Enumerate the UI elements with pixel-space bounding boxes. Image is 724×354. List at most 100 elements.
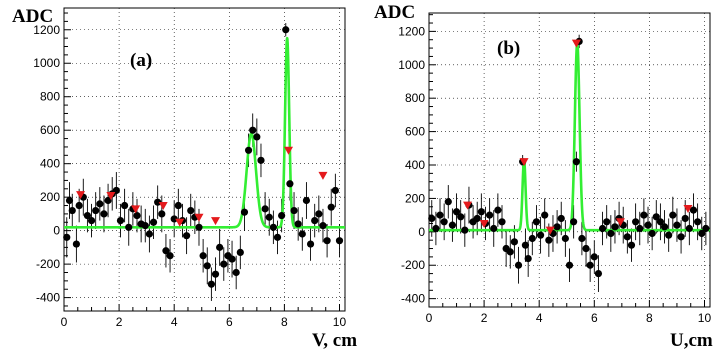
y-tick-label-b: 200	[405, 191, 425, 205]
data-point-b	[623, 233, 631, 241]
red-marker-b	[571, 39, 581, 48]
red-marker-a	[175, 218, 185, 227]
data-point-b	[444, 198, 452, 206]
data-point-a	[141, 222, 149, 230]
data-point-b	[545, 236, 553, 244]
data-point-a	[72, 240, 80, 248]
data-point-a	[75, 201, 83, 210]
y-tick-label-b: 400	[405, 158, 425, 172]
red-marker-a	[194, 213, 204, 222]
y-tick-label-a: 800	[40, 90, 60, 104]
y-tick-label-b: 1000	[398, 58, 425, 72]
data-point-b	[524, 254, 532, 263]
plot-frame-b	[428, 12, 711, 308]
data-point-b	[510, 238, 519, 246]
data-point-b	[578, 234, 586, 243]
data-point-a	[149, 218, 158, 226]
panel-label-a: (a)	[130, 50, 152, 71]
data-point-a	[104, 196, 112, 205]
y-tick-label-a: 1000	[33, 56, 60, 70]
data-point-b	[572, 158, 580, 166]
red-marker-b	[463, 201, 473, 210]
data-point-a	[182, 232, 191, 240]
x-tick-label-a: 0	[61, 315, 68, 329]
data-point-a	[203, 262, 211, 270]
data-point-b	[673, 221, 681, 229]
y-tick-label-a: -400	[36, 291, 60, 305]
data-point-a	[331, 186, 339, 195]
x-tick-label-a: 10	[333, 315, 347, 329]
data-point-b	[452, 208, 461, 216]
data-point-b	[590, 253, 598, 261]
data-point-a	[174, 201, 182, 210]
data-point-a	[145, 230, 154, 238]
red-marker-b	[519, 158, 529, 167]
x-axis-label-a: V, cm	[312, 330, 357, 351]
y-axis-label-a: ADC	[12, 6, 53, 27]
y-tick-label-a: 0	[53, 224, 60, 238]
y-tick-label-b: 800	[405, 91, 425, 105]
data-point-a	[92, 206, 100, 215]
data-point-a	[133, 211, 141, 220]
data-point-a	[273, 233, 282, 241]
data-point-a	[294, 220, 302, 228]
data-point-b	[521, 241, 530, 249]
data-point-a	[327, 203, 335, 211]
y-tick-label-b: 600	[405, 125, 425, 139]
data-point-a	[286, 180, 294, 188]
data-point-b	[681, 214, 689, 223]
data-point-a	[298, 230, 306, 238]
data-point-b	[490, 224, 498, 233]
data-point-b	[644, 221, 652, 229]
data-point-a	[65, 196, 74, 205]
data-point-b	[457, 213, 465, 221]
data-point-a	[116, 217, 125, 225]
data-point-b	[506, 248, 514, 256]
red-marker-a	[131, 205, 141, 214]
data-point-b	[660, 223, 669, 231]
y-tick-label-a: -200	[36, 257, 60, 271]
data-point-a	[257, 156, 265, 164]
data-point-b	[557, 214, 565, 223]
data-point-a	[207, 280, 215, 288]
data-point-a	[306, 240, 315, 248]
data-point-a	[290, 206, 298, 215]
data-point-b	[582, 244, 590, 253]
data-point-b	[532, 218, 541, 226]
data-point-b	[648, 229, 656, 238]
red-marker-b	[615, 218, 625, 227]
x-tick-label-b: 4	[536, 311, 543, 325]
x-axis-label-b: U,cm	[670, 330, 713, 351]
data-point-b	[702, 224, 710, 233]
data-point-b	[665, 231, 673, 239]
data-point-a	[249, 126, 257, 134]
data-point-a	[228, 255, 236, 263]
data-point-b	[448, 221, 457, 229]
fit-curve-b	[427, 41, 712, 232]
y-tick-label-a: 200	[40, 190, 60, 204]
data-point-b	[498, 218, 506, 226]
data-point-a	[232, 268, 240, 277]
data-point-a	[278, 211, 286, 220]
y-tick-label-b: 0	[418, 225, 425, 239]
red-marker-a	[284, 146, 294, 155]
data-point-b	[477, 208, 485, 216]
data-point-a	[68, 206, 76, 215]
data-point-b	[440, 218, 448, 226]
data-point-b	[669, 211, 677, 219]
red-marker-a	[318, 171, 328, 180]
data-point-b	[694, 218, 702, 226]
data-point-a	[154, 198, 162, 206]
red-marker-b	[545, 226, 555, 235]
data-point-b	[611, 223, 619, 231]
data-point-b	[486, 211, 494, 219]
data-point-a	[319, 222, 327, 230]
data-point-b	[603, 218, 611, 226]
y-tick-label-a: 1200	[33, 23, 60, 37]
data-point-b	[640, 211, 648, 219]
data-point-b	[689, 206, 698, 214]
data-point-b	[570, 218, 578, 226]
